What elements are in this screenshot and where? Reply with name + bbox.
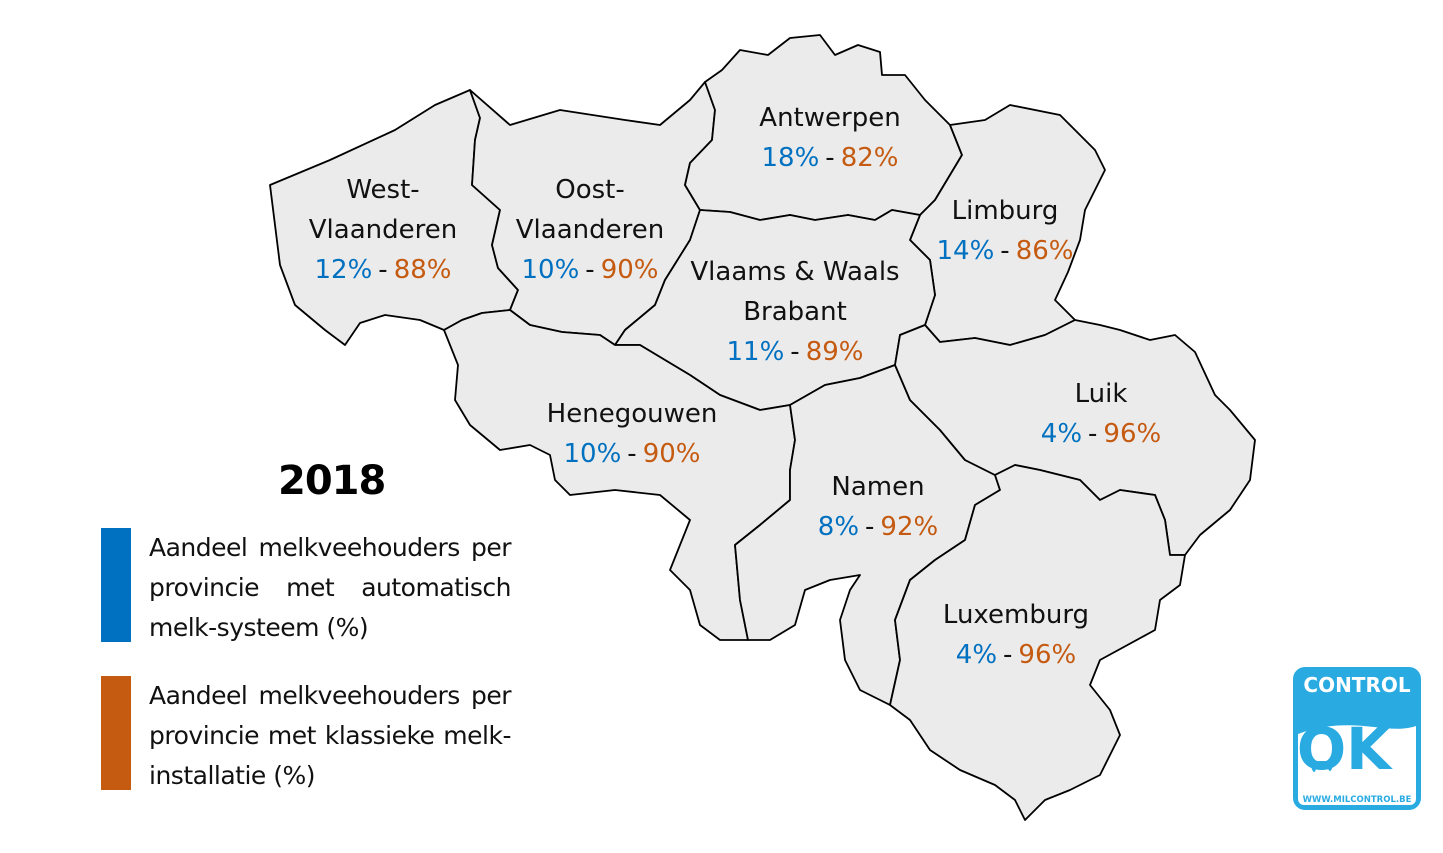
region-luxemburg	[889, 464, 1186, 821]
province-percentages: 4% -96%	[956, 640, 1076, 670]
label-henegouwen: Henegouwen 10% -90%	[547, 399, 718, 469]
province-name: West-	[346, 175, 419, 205]
province-percentages: 4% -96%	[1041, 419, 1161, 449]
province-name: Luxemburg	[943, 600, 1089, 630]
logo-url-text: WWW.MILCONTROL.BE	[1303, 795, 1412, 805]
province-percentages: 14% -86%	[937, 236, 1074, 266]
legend-swatch-automatic	[101, 528, 131, 642]
label-west-vlaanderen: West- Vlaanderen 12% -88%	[309, 175, 457, 285]
logo-main-text: OK	[1297, 715, 1393, 783]
legend-text-automatic: Aandeel melkveehouders per provincie met…	[149, 533, 512, 642]
legend-text-classic: Aandeel melkveehouders per provincie met…	[149, 681, 512, 790]
legend-swatch-classic	[101, 676, 131, 790]
label-luik: Luik 4% -96%	[1041, 379, 1161, 449]
label-namen: Namen 8% -92%	[818, 472, 938, 542]
label-brabant: Vlaams & Waals Brabant 11% -89%	[690, 257, 899, 367]
province-name: Luik	[1075, 379, 1128, 409]
province-name: Antwerpen	[759, 103, 900, 133]
province-name: Vlaams & Waals	[690, 257, 899, 287]
province-percentages: 8% -92%	[818, 512, 938, 542]
province-percentages: 10% -90%	[522, 255, 659, 285]
year-title: 2018	[278, 458, 386, 504]
province-name: Oost-	[555, 175, 625, 205]
label-antwerpen: Antwerpen 18% -82%	[759, 103, 900, 173]
province-name: Vlaanderen	[516, 215, 664, 245]
province-name: Limburg	[952, 196, 1059, 226]
label-oost-vlaanderen: Oost- Vlaanderen 10% -90%	[516, 175, 664, 285]
control-ok-logo: CONTROL OK WWW.MILCONTROL.BE	[1292, 666, 1422, 811]
label-luxemburg: Luxemburg 4% -96%	[943, 600, 1089, 670]
province-percentages: 18% -82%	[762, 143, 899, 173]
province-percentages: 12% -88%	[315, 255, 452, 285]
province-name: Henegouwen	[547, 399, 718, 429]
province-name: Namen	[831, 472, 924, 502]
province-percentages: 11% -89%	[727, 337, 864, 367]
logo-top-text: CONTROL	[1303, 673, 1410, 697]
province-name: Brabant	[743, 297, 847, 327]
label-limburg: Limburg 14% -86%	[937, 196, 1074, 266]
province-percentages: 10% -90%	[564, 439, 701, 469]
province-name: Vlaanderen	[309, 215, 457, 245]
